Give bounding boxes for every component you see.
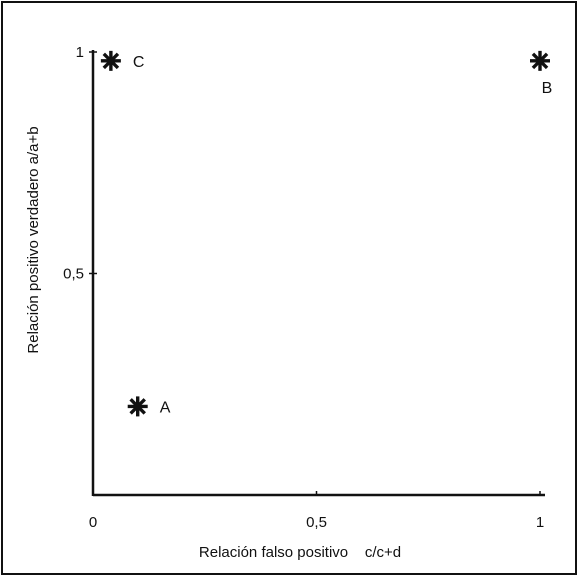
x-tick-label: 0,5 bbox=[306, 514, 327, 531]
point-label: B bbox=[542, 80, 553, 97]
y-axis-title: Relación positivo verdadero a/a+b bbox=[25, 126, 42, 353]
point-label: C bbox=[133, 54, 145, 71]
data-point-b bbox=[530, 50, 550, 71]
x-tick-label: 1 bbox=[536, 514, 544, 531]
tick-group: 0 0,5 1 0,5 1 bbox=[63, 44, 544, 531]
x-tick-label: 0 bbox=[89, 514, 97, 531]
point-label: A bbox=[160, 399, 171, 416]
y-tick-label: 1 bbox=[76, 44, 84, 61]
y-tick-label: 0,5 bbox=[63, 266, 84, 283]
data-points: A B C bbox=[100, 50, 553, 417]
x-axis-title: Relación falso positivo c/c+d bbox=[199, 544, 401, 561]
data-point-c bbox=[100, 50, 121, 71]
data-point-a bbox=[127, 396, 148, 417]
